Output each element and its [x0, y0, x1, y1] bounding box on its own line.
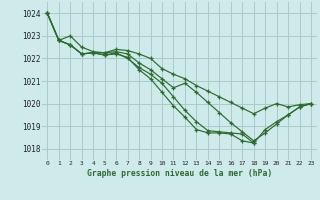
- X-axis label: Graphe pression niveau de la mer (hPa): Graphe pression niveau de la mer (hPa): [87, 169, 272, 178]
